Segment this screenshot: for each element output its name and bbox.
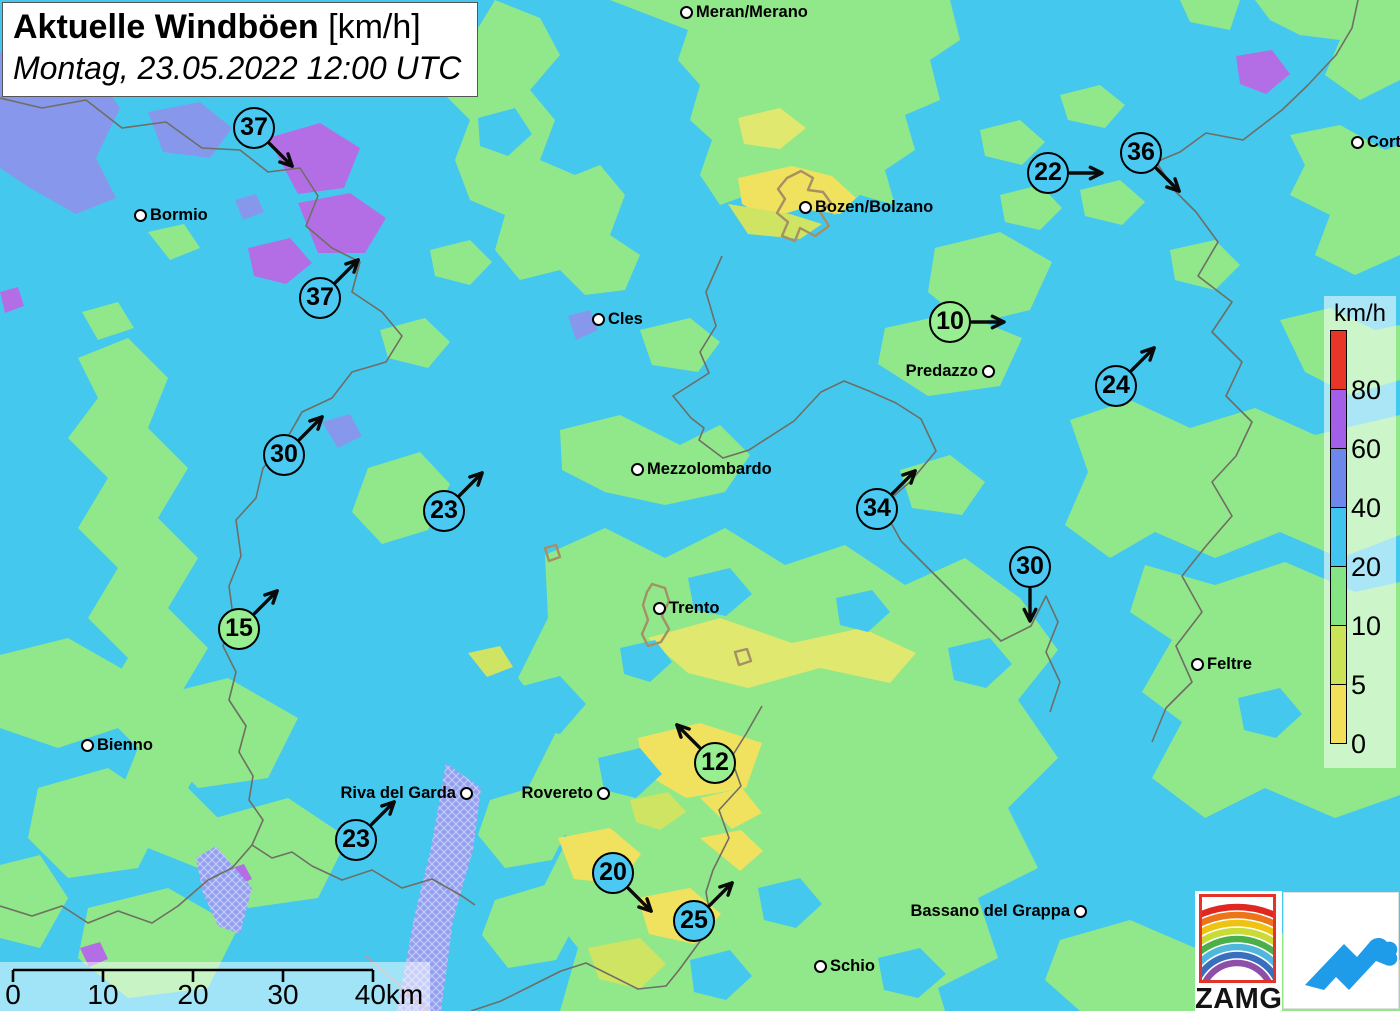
city-label: Bassano del Grappa xyxy=(910,902,1070,920)
legend-band-label: 40 xyxy=(1351,493,1382,523)
city-dot xyxy=(1190,657,1204,671)
map-title-heading: Aktuelle Windböen xyxy=(13,8,319,46)
wind-gust-marker: 15 xyxy=(218,608,260,650)
city-dot xyxy=(459,786,473,800)
city-dot xyxy=(981,364,995,378)
legend-band-swatch xyxy=(1330,684,1347,744)
city-label: Predazzo xyxy=(905,362,978,380)
wind-gust-marker: 20 xyxy=(592,852,634,894)
wind-gust-marker: 34 xyxy=(856,488,898,530)
city-boundaries xyxy=(543,169,833,667)
city-dot xyxy=(80,738,94,752)
legend-band-swatch xyxy=(1330,448,1347,508)
terrain-purple xyxy=(0,50,1290,967)
city-label: Cortina xyxy=(1367,133,1400,151)
city-label: Feltre xyxy=(1207,655,1252,673)
wind-gust-marker: 25 xyxy=(673,900,715,942)
wind-gust-marker: 23 xyxy=(335,819,377,861)
wind-gust-marker: 36 xyxy=(1120,132,1162,174)
city-dot xyxy=(679,5,693,19)
legend: km/h 80 60 40 20 10 5 0 xyxy=(1324,296,1396,768)
map-title-unit: [km/h] xyxy=(328,8,421,46)
city-dot xyxy=(1073,904,1087,918)
city-label: Bienno xyxy=(97,736,153,754)
wind-gust-marker: 22 xyxy=(1027,152,1069,194)
city-dot xyxy=(1350,135,1364,149)
legend-band-label: 0 xyxy=(1351,729,1367,759)
legend-band-swatch xyxy=(1330,566,1347,626)
city-dot xyxy=(133,208,147,222)
legend-unit-label: km/h xyxy=(1333,300,1386,327)
scale-bar-label: 10 xyxy=(87,979,119,1010)
city-label: Bormio xyxy=(150,206,208,224)
wind-gust-marker: 24 xyxy=(1095,365,1137,407)
wind-gust-marker: 12 xyxy=(694,742,736,784)
legend-band-label: 20 xyxy=(1351,552,1382,582)
legend-band-swatch xyxy=(1330,389,1347,449)
scale-bar-label: 20 xyxy=(177,979,209,1010)
scale-bar: 0 10 20 30 40km xyxy=(0,962,430,1011)
legend-band-label: 5 xyxy=(1351,670,1367,700)
wind-gust-marker: 37 xyxy=(233,107,275,149)
city-label: Trento xyxy=(669,599,720,617)
terrain-cyan-patches xyxy=(298,46,1302,1000)
wind-gust-marker: 37 xyxy=(299,277,341,319)
city-label: Cles xyxy=(608,310,643,328)
city-label: Riva del Garda xyxy=(340,784,456,802)
scale-bar-label: 0 xyxy=(5,979,21,1010)
map-title-box: Aktuelle Windböen [km/h] Montag, 23.05.2… xyxy=(2,2,479,97)
scale-bar-label: 40km xyxy=(354,979,424,1010)
city-dot xyxy=(591,312,605,326)
wind-gust-marker: 30 xyxy=(1009,546,1051,588)
partner-logo xyxy=(1284,893,1398,1008)
scale-bar-ruler xyxy=(11,968,375,982)
city-label: Schio xyxy=(830,957,875,975)
city-label: Meran/Merano xyxy=(696,3,808,21)
legend-band-swatch xyxy=(1330,507,1347,567)
zamg-logo: ZAMG xyxy=(1195,891,1282,1011)
map-datetime: Montag, 23.05.2022 12:00 UTC xyxy=(13,50,462,86)
city-label: Bozen/Bolzano xyxy=(815,198,934,216)
wind-gust-marker: 10 xyxy=(929,301,971,343)
legend-band-label: 60 xyxy=(1351,434,1382,464)
lakes xyxy=(196,763,481,1011)
mountain-cloud-icon xyxy=(1305,937,1398,990)
legend-band-label: 10 xyxy=(1351,611,1382,641)
city-dot xyxy=(596,786,610,800)
zamg-rainbow-icon xyxy=(1199,894,1276,983)
scale-bar-label: 30 xyxy=(267,979,299,1010)
legend-band-swatch xyxy=(1330,330,1347,390)
city-dot xyxy=(798,200,812,214)
city-label: Mezzolombardo xyxy=(647,460,772,478)
city-dot xyxy=(652,601,666,615)
city-label: Rovereto xyxy=(521,784,593,802)
city-dot xyxy=(813,959,827,973)
zamg-wordmark: ZAMG xyxy=(1195,983,1283,1011)
city-dot xyxy=(630,462,644,476)
legend-band-label: 80 xyxy=(1351,375,1382,405)
wind-gust-marker: 23 xyxy=(423,490,465,532)
map-title: Aktuelle Windböen [km/h] xyxy=(13,8,461,47)
legend-band-swatch xyxy=(1330,625,1347,685)
terrain-yellow xyxy=(468,108,916,989)
wind-gust-marker: 30 xyxy=(263,434,305,476)
